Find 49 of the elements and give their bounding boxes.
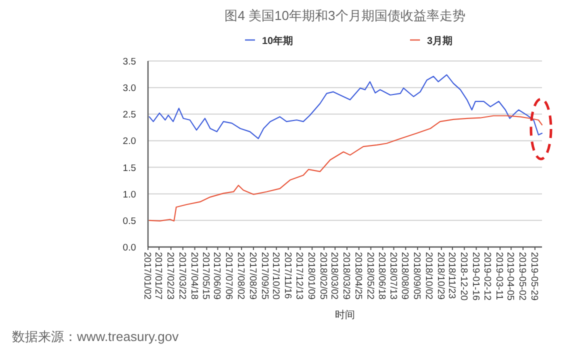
y-tick-label: 1.5 — [122, 162, 136, 174]
x-tick-label: 2017/11/16 — [282, 252, 293, 299]
legend-label: 10年期 — [262, 35, 294, 47]
x-tick-label: 2018/02/05 — [318, 252, 329, 300]
x-tick-label: 2019-03-11 — [494, 252, 505, 300]
x-axis-title: 时间 — [335, 309, 355, 321]
x-tick-label: 2017/03/22 — [176, 252, 188, 300]
x-tick-label: 2018-12-20 — [458, 252, 469, 301]
x-tick-label: 2019-05-29 — [528, 252, 540, 301]
y-tick-label: 0.5 — [122, 216, 136, 227]
x-tick-label: 2017/07/06 — [223, 252, 234, 300]
line-series — [148, 115, 543, 222]
line-series — [148, 74, 543, 140]
x-tick-label: 2018/03/29 — [340, 252, 352, 300]
y-tick-label: 3.0 — [122, 83, 136, 94]
x-tick-label: 2017/12/13 — [294, 252, 305, 300]
source-note: 数据来源：www.treasury.gov — [12, 329, 180, 344]
x-tick-label: 2018/06/18 — [376, 252, 388, 300]
x-tick-label: 2017/09/25 — [258, 252, 270, 300]
x-tick-label: 2017/01/02 — [142, 252, 152, 300]
x-tick-label: 2019-02-12 — [482, 252, 493, 301]
x-tick-label: 2018/07/13 — [387, 252, 398, 300]
y-tick-label: 3.5 — [122, 56, 136, 68]
x-tick-label: 2018/04/25 — [352, 252, 364, 300]
x-tick-label: 2017/10/20 — [270, 252, 281, 300]
x-tick-label: 2018/03/02 — [328, 252, 340, 300]
x-tick-label: 2019-05-02 — [516, 252, 528, 301]
x-tick-label: 2018/11/23 — [446, 252, 457, 299]
x-tick-label: 2017/01/27 — [152, 252, 164, 300]
y-tick-label: 0.0 — [122, 242, 136, 254]
x-tick-label: 2017/02/23 — [164, 252, 176, 300]
x-tick-label: 2018/10/02 — [422, 252, 434, 300]
y-tick-label: 2.0 — [122, 136, 136, 148]
x-tick-label: 2018/01/09 — [306, 252, 317, 300]
x-tick-label: 2018/08/09 — [399, 252, 410, 300]
x-tick-label: 2019-01-16 — [470, 252, 481, 301]
x-tick-label: 2017/08/02 — [235, 252, 246, 300]
x-tick-label: 2018/05/22 — [364, 252, 376, 300]
chart-title: 图4 美国10年期和3个月期国债收益率走势 — [224, 8, 466, 23]
x-tick-label: 2018/09/05 — [411, 252, 422, 300]
x-tick-label: 2017/06/09 — [211, 252, 222, 300]
legend-label: 3月期 — [427, 35, 453, 47]
x-tick-label: 2019-04-05 — [504, 252, 516, 301]
x-tick-label: 2017/04/18 — [188, 252, 200, 300]
x-tick-label: 2017/08/29 — [246, 252, 258, 300]
y-tick-label: 1.0 — [122, 189, 136, 200]
x-tick-label: 2018/10/29 — [434, 252, 446, 300]
y-tick-label: 2.5 — [122, 110, 136, 121]
x-tick-label: 2017/05/15 — [200, 252, 212, 300]
